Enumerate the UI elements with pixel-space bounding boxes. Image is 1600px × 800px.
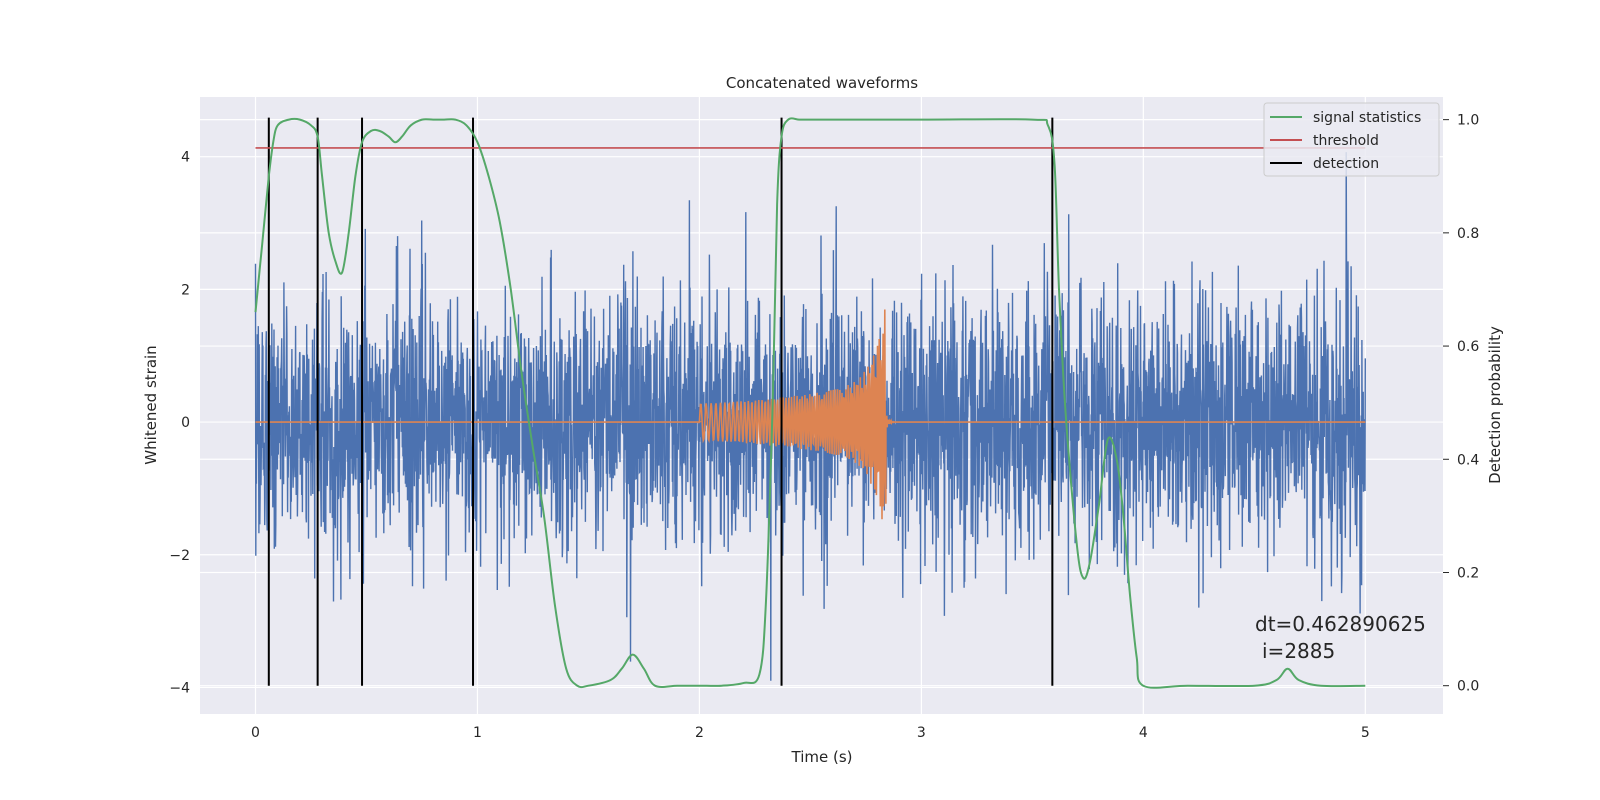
annotation-index: i=2885 — [1262, 639, 1335, 663]
waveform-series — [255, 309, 1366, 520]
x-tick-label: 3 — [917, 725, 926, 741]
y-right-tick-label: 0.4 — [1457, 452, 1479, 468]
y-tick-label: 2 — [181, 282, 190, 298]
y-tick-label: −2 — [169, 548, 190, 564]
annotation-dt: dt=0.462890625 — [1255, 612, 1426, 636]
x-axis-label: Time (s) — [791, 748, 853, 766]
y-right-tick-label: 0.6 — [1457, 339, 1479, 355]
x-tick-label: 2 — [695, 725, 704, 741]
y-axis-label: Whitened strain — [142, 345, 160, 464]
y-tick-label: 0 — [181, 415, 190, 431]
y-right-tick-label: 0.2 — [1457, 565, 1479, 581]
y-tick-label: 4 — [181, 150, 190, 166]
legend-box — [1263, 102, 1440, 177]
axis-ticks: 0 1 2 3 4 5 −4 −2 0 2 4 0.0 0.2 0.4 0.6 0.8 1.0 — [169, 113, 1479, 741]
legend-detection-label: detection — [1313, 156, 1379, 172]
signal-statistics-series — [254, 117, 1366, 689]
legend-signal-statistics-label: signal statistics — [1313, 110, 1421, 126]
chart-title: Concatenated waveforms — [726, 74, 918, 92]
plot-area — [254, 117, 1366, 689]
x-tick-label: 0 — [251, 725, 260, 741]
y-right-tick-label: 1.0 — [1457, 113, 1479, 129]
x-tick-label: 5 — [1361, 725, 1370, 741]
legend: signal statistics threshold detection — [1263, 102, 1440, 177]
y-right-tick-label: 0.0 — [1457, 679, 1479, 695]
y-tick-label: −4 — [169, 680, 190, 696]
x-tick-label: 4 — [1139, 725, 1148, 741]
legend-threshold-label: threshold — [1313, 133, 1379, 149]
x-tick-label: 1 — [473, 725, 482, 741]
y-right-tick-label: 0.8 — [1457, 226, 1479, 242]
y-axis-label-right: Detection probability — [1486, 326, 1504, 484]
